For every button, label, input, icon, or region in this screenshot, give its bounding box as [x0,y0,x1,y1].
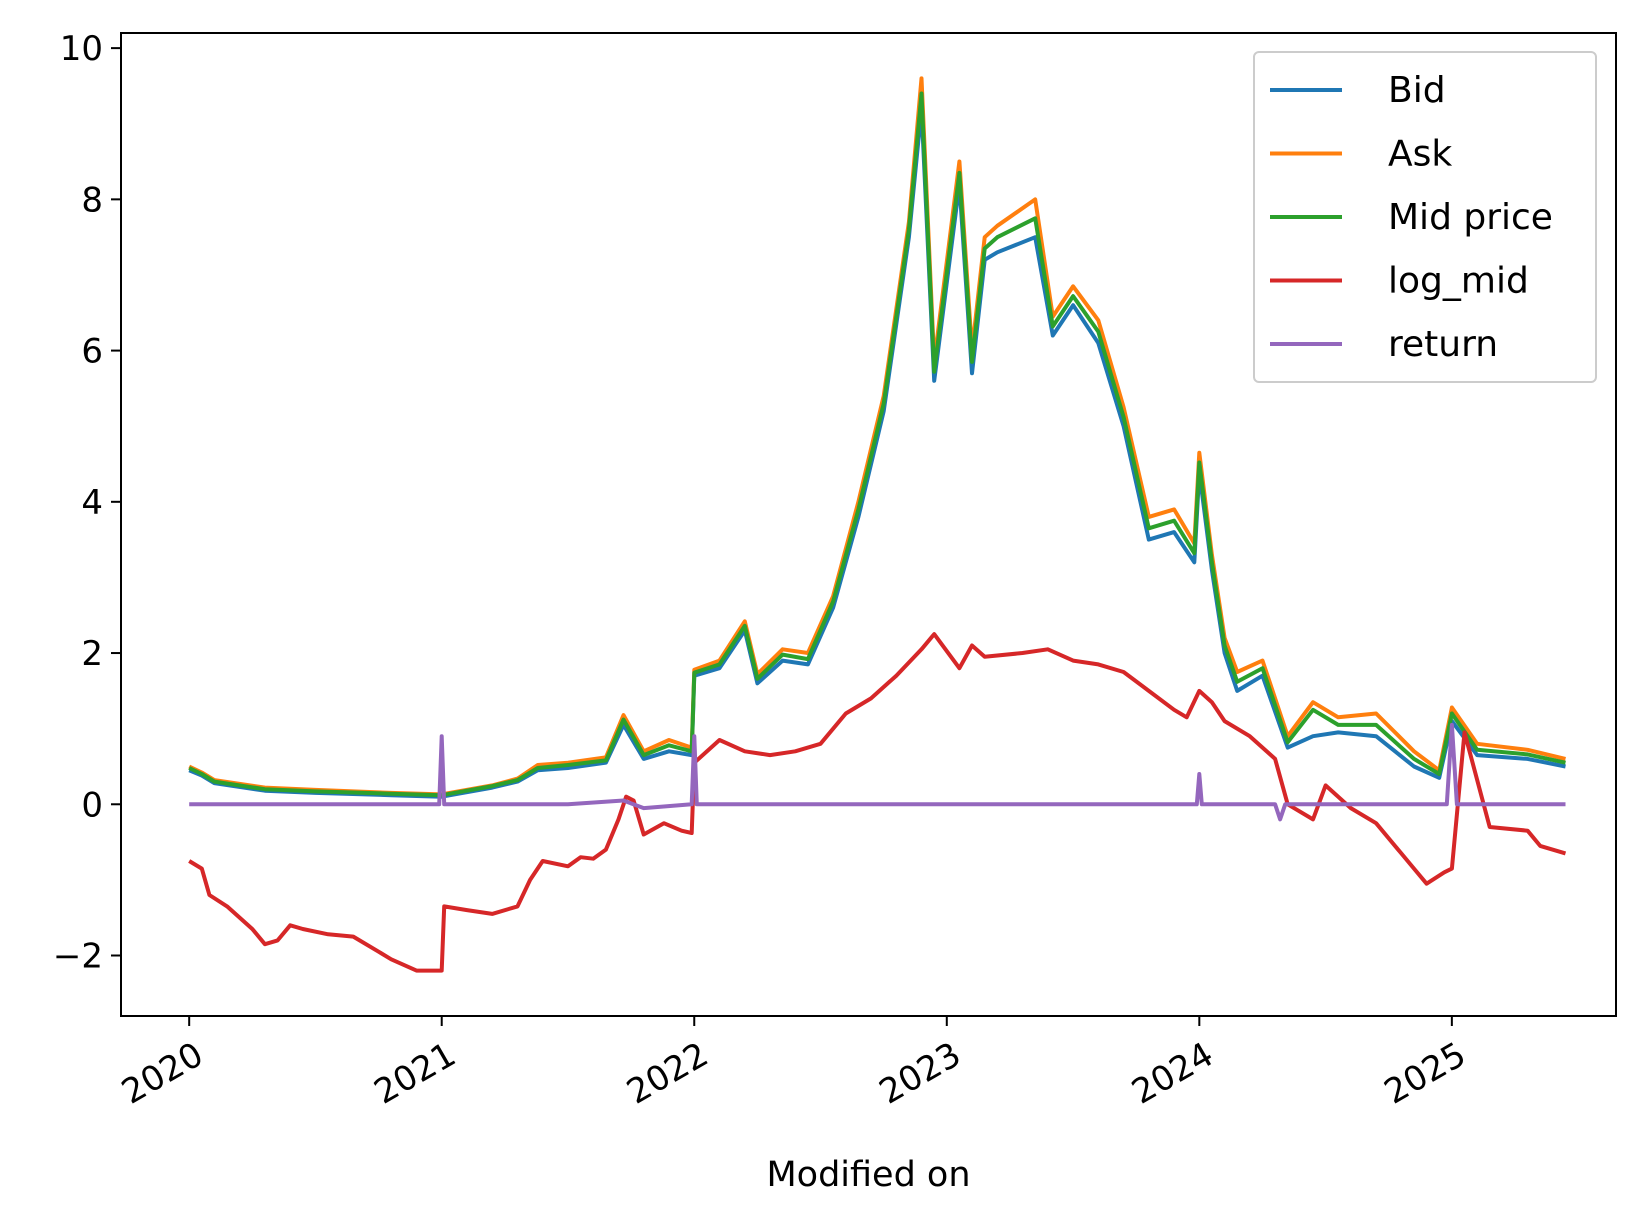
series-line-log-mid [188,632,1567,973]
legend-box [1253,51,1597,383]
series-layer [188,76,1567,973]
y-tick-label: 2 [81,634,103,674]
y-tick-label: 4 [81,483,103,523]
y-tick-label: 6 [81,332,103,372]
legend-label-bid: Bid [1388,70,1446,111]
legend-label-return: return [1388,324,1498,365]
legend-label-ask: Ask [1388,134,1452,175]
y-tick-label: −2 [53,937,103,977]
y-axis: −2 0 2 4 6 8 10 [53,29,121,977]
y-tick-label: 10 [60,29,103,69]
legend-label-log-mid: log_mid [1388,261,1529,302]
plot-frame [120,32,1617,1017]
x-axis-title: Modified on [766,1155,970,1195]
legend-label-mid-price: Mid price [1388,197,1553,238]
series-line-return [189,722,1566,822]
series-line-mid-price [188,91,1566,798]
y-tick-label: 0 [81,785,103,825]
y-tick-label: 8 [81,180,103,220]
